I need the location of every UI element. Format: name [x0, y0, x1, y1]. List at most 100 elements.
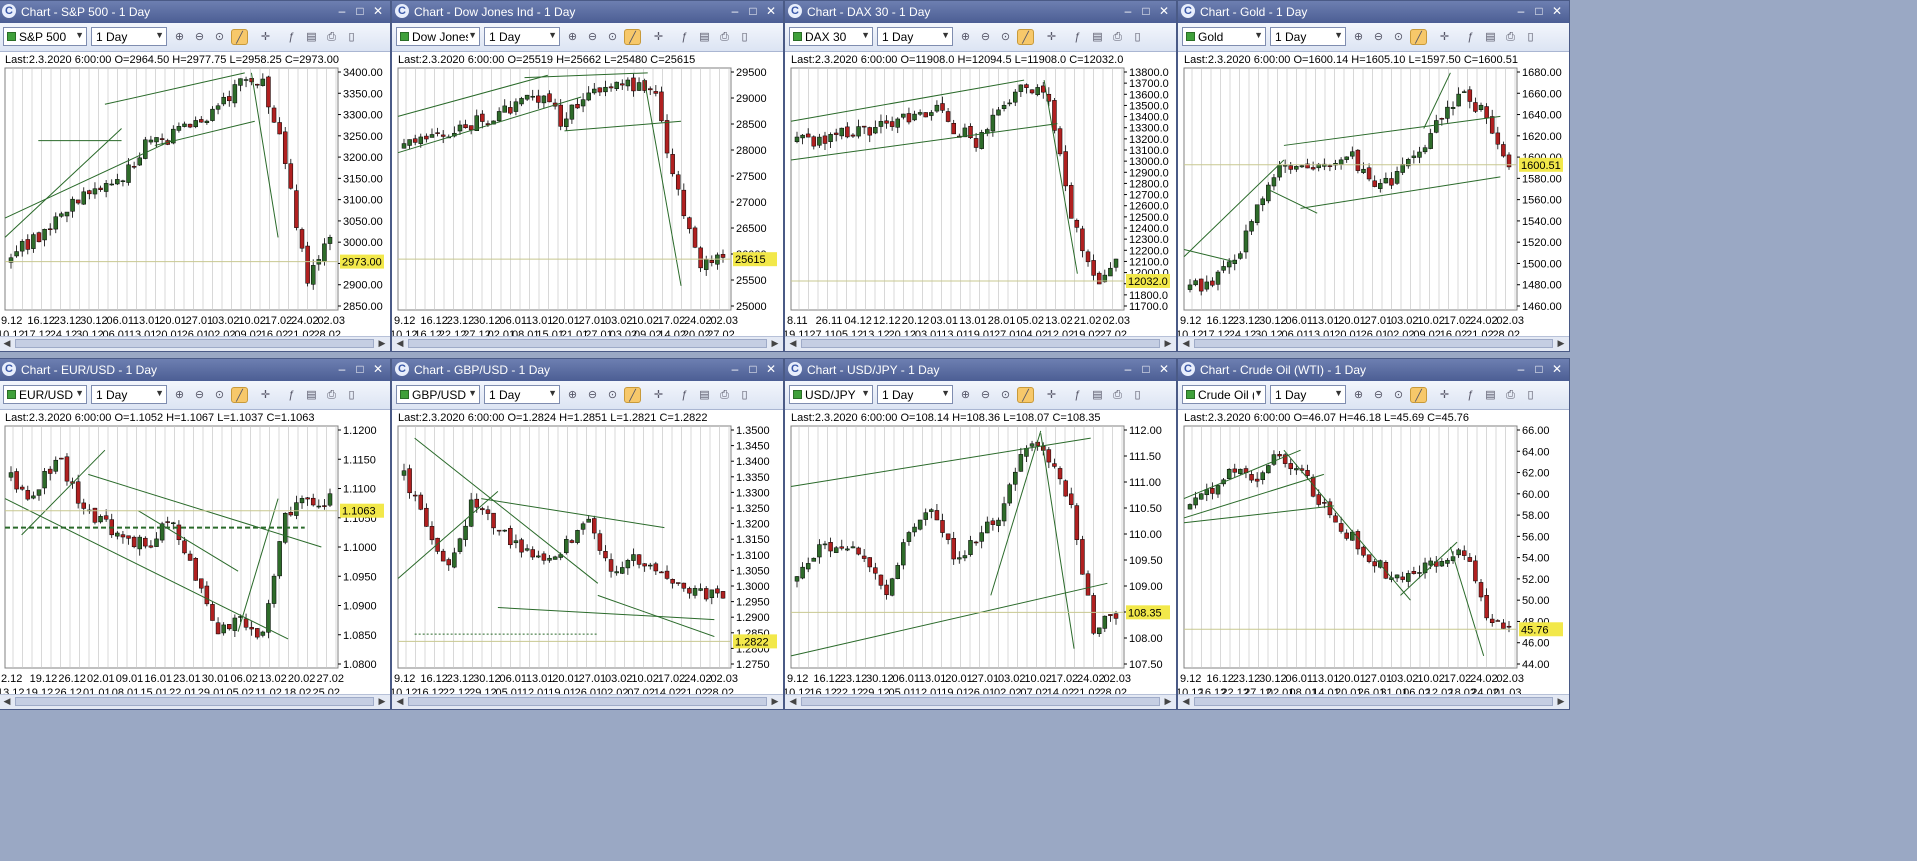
- trend-line[interactable]: [1183, 449, 1301, 500]
- export-icon[interactable]: ▯: [741, 389, 748, 401]
- chart-area[interactable]: Last:2.3.2020 6:00:00 O=11908.0 H=12094.…: [785, 52, 1176, 351]
- minimize-icon[interactable]: –: [731, 362, 739, 376]
- scroll-thumb[interactable]: [801, 339, 1160, 348]
- symbol-select[interactable]: EUR/USD ▼: [3, 385, 87, 404]
- export-icon[interactable]: ▯: [1527, 31, 1534, 43]
- template-icon[interactable]: ▤: [306, 389, 317, 401]
- crosshair-icon[interactable]: ✛: [1439, 389, 1450, 401]
- minimize-icon[interactable]: –: [1124, 4, 1132, 18]
- print-icon[interactable]: ⎙: [1113, 389, 1122, 401]
- scroll-left-icon[interactable]: ◀: [1182, 696, 1190, 706]
- indicator-icon[interactable]: ƒ: [1467, 31, 1474, 43]
- zoom-in-icon[interactable]: ⊕: [567, 31, 578, 43]
- scroll-right-icon[interactable]: ▶: [771, 338, 779, 348]
- scroll-left-icon[interactable]: ◀: [396, 696, 404, 706]
- export-icon[interactable]: ▯: [1527, 389, 1534, 401]
- trend-line[interactable]: [1043, 80, 1078, 274]
- template-icon[interactable]: ▤: [306, 31, 317, 43]
- scroll-left-icon[interactable]: ◀: [1182, 338, 1190, 348]
- crosshair-icon[interactable]: ✛: [1046, 389, 1057, 401]
- zoom-in-icon[interactable]: ⊕: [567, 389, 578, 401]
- maximize-icon[interactable]: □: [356, 362, 364, 376]
- chart-window[interactable]: C Chart - USD/JPY - 1 Day – □ ✕ USD/JPY ▼ 1 Day…: [784, 358, 1177, 710]
- trend-line[interactable]: [1400, 541, 1458, 596]
- period-select[interactable]: 1 Day ▼: [91, 27, 167, 46]
- zoom-fit-icon[interactable]: ⊙: [214, 389, 225, 401]
- chart-window[interactable]: C Chart - EUR/USD - 1 Day – □ ✕ EUR/USD ▼ 1 Day…: [0, 358, 391, 710]
- trend-line[interactable]: [154, 120, 255, 146]
- chevron-down-icon[interactable]: ▼: [861, 388, 870, 398]
- trend-line[interactable]: [237, 498, 279, 632]
- scroll-left-icon[interactable]: ◀: [396, 338, 404, 348]
- scroll-right-icon[interactable]: ▶: [1164, 338, 1172, 348]
- scroll-thumb[interactable]: [15, 697, 374, 706]
- close-icon[interactable]: ✕: [372, 362, 384, 376]
- trend-line[interactable]: [790, 582, 1108, 657]
- template-icon[interactable]: ▤: [1485, 389, 1496, 401]
- minimize-icon[interactable]: –: [731, 4, 739, 18]
- scroll-right-icon[interactable]: ▶: [1557, 338, 1565, 348]
- trend-line[interactable]: [564, 120, 682, 132]
- close-icon[interactable]: ✕: [1551, 4, 1563, 18]
- chevron-down-icon[interactable]: ▼: [941, 30, 950, 40]
- indicator-icon[interactable]: ƒ: [1074, 31, 1081, 43]
- template-icon[interactable]: ▤: [699, 31, 710, 43]
- trend-line[interactable]: [481, 498, 665, 529]
- close-icon[interactable]: ✕: [1551, 362, 1563, 376]
- trend-line[interactable]: [1449, 546, 1485, 657]
- scroll-left-icon[interactable]: ◀: [3, 696, 11, 706]
- symbol-select[interactable]: GBP/USD ▼: [396, 385, 480, 404]
- export-icon[interactable]: ▯: [1134, 31, 1141, 43]
- horizontal-scrollbar[interactable]: ◀ ▶: [0, 336, 390, 351]
- indicator-icon[interactable]: ƒ: [288, 389, 295, 401]
- trend-line[interactable]: [250, 72, 279, 238]
- indicator-icon[interactable]: ƒ: [681, 389, 688, 401]
- zoom-in-icon[interactable]: ⊕: [174, 31, 185, 43]
- trend-line[interactable]: [790, 123, 1058, 161]
- chevron-down-icon[interactable]: ▼: [941, 388, 950, 398]
- template-icon[interactable]: ▤: [1092, 31, 1103, 43]
- zoom-fit-icon[interactable]: ⊙: [1393, 389, 1404, 401]
- draw-line-icon[interactable]: ╱: [231, 29, 248, 45]
- indicator-icon[interactable]: ƒ: [288, 31, 295, 43]
- trend-line[interactable]: [643, 80, 682, 286]
- maximize-icon[interactable]: □: [749, 4, 757, 18]
- export-icon[interactable]: ▯: [348, 389, 355, 401]
- trend-line[interactable]: [1300, 176, 1501, 209]
- chart-area[interactable]: Last:2.3.2020 6:00:00 O=1.1052 H=1.1067 …: [0, 410, 390, 709]
- scroll-left-icon[interactable]: ◀: [789, 696, 797, 706]
- zoom-out-icon[interactable]: ⊖: [587, 389, 598, 401]
- window-titlebar[interactable]: C Chart - Crude Oil (WTI) - 1 Day – □ ✕: [1178, 359, 1569, 381]
- chevron-down-icon[interactable]: ▼: [1334, 388, 1343, 398]
- scroll-right-icon[interactable]: ▶: [771, 696, 779, 706]
- chart-area[interactable]: Last:2.3.2020 6:00:00 O=46.07 H=46.18 L=…: [1178, 410, 1569, 709]
- print-icon[interactable]: ⎙: [720, 31, 729, 43]
- horizontal-scrollbar[interactable]: ◀ ▶: [1178, 336, 1569, 351]
- chevron-down-icon[interactable]: ▼: [548, 388, 557, 398]
- period-select[interactable]: 1 Day ▼: [1270, 385, 1346, 404]
- scroll-left-icon[interactable]: ◀: [3, 338, 11, 348]
- trend-line[interactable]: [4, 498, 289, 640]
- price-chart[interactable]: 2950029000285002800027500270002650026000…: [392, 52, 784, 352]
- zoom-out-icon[interactable]: ⊖: [194, 31, 205, 43]
- trend-line[interactable]: [1283, 115, 1501, 146]
- draw-line-icon[interactable]: ╱: [1017, 387, 1034, 403]
- zoom-out-icon[interactable]: ⊖: [1373, 31, 1384, 43]
- scroll-left-icon[interactable]: ◀: [789, 338, 797, 348]
- horizontal-scrollbar[interactable]: ◀ ▶: [392, 336, 783, 351]
- crosshair-icon[interactable]: ✛: [653, 31, 664, 43]
- crosshair-icon[interactable]: ✛: [260, 389, 271, 401]
- zoom-in-icon[interactable]: ⊕: [1353, 31, 1364, 43]
- scroll-right-icon[interactable]: ▶: [1164, 696, 1172, 706]
- zoom-fit-icon[interactable]: ⊙: [1000, 31, 1011, 43]
- trend-line[interactable]: [397, 74, 548, 117]
- chevron-down-icon[interactable]: ▼: [75, 30, 84, 40]
- scroll-thumb[interactable]: [408, 339, 767, 348]
- maximize-icon[interactable]: □: [749, 362, 757, 376]
- draw-line-icon[interactable]: ╱: [1410, 387, 1427, 403]
- chart-window[interactable]: C Chart - Crude Oil (WTI) - 1 Day – □ ✕ Crude…: [1177, 358, 1570, 710]
- scroll-thumb[interactable]: [1194, 339, 1553, 348]
- trend-line[interactable]: [524, 72, 648, 79]
- trend-line[interactable]: [790, 437, 1091, 487]
- scroll-right-icon[interactable]: ▶: [1557, 696, 1565, 706]
